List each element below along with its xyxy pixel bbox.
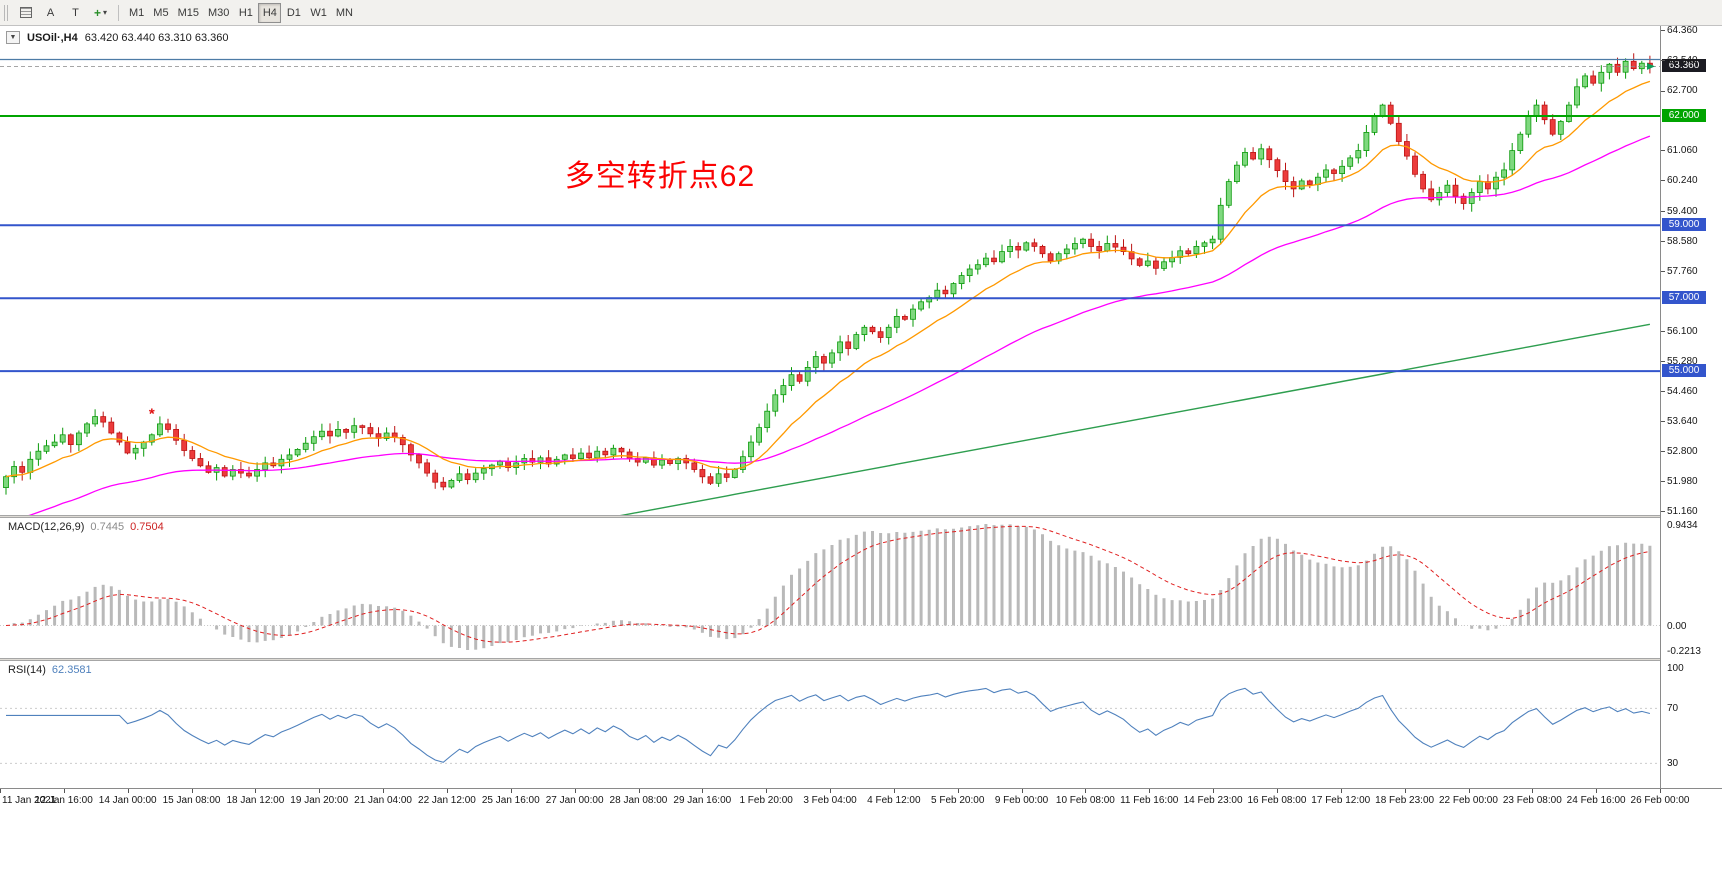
- tf-button-MN[interactable]: MN: [332, 3, 357, 23]
- time-axis-label: 29 Jan 16:00: [673, 795, 732, 806]
- chevron-down-icon: ▾: [103, 8, 108, 17]
- time-axis[interactable]: 11 Jan 2021 12 Jan 16:00 14 Jan 00:00 15 Ja…: [0, 788, 1722, 813]
- text-t-icon: T: [72, 6, 79, 19]
- price-axis-label: 56.100: [1667, 325, 1698, 337]
- tf-button-M30[interactable]: M30: [204, 3, 233, 23]
- price-axis-label: 58.580: [1667, 235, 1698, 247]
- price-axis-label: 64.360: [1667, 25, 1698, 36]
- tf-button-D1[interactable]: D1: [282, 3, 305, 23]
- time-axis-label: 10 Feb 08:00: [1055, 795, 1115, 806]
- price-axis-label: 51.160: [1667, 506, 1698, 517]
- macd-label: MACD(12,26,9) 0.7445 0.7504: [8, 521, 164, 533]
- time-axis-label: 15 Jan 08:00: [162, 795, 221, 806]
- time-axis-label: 23 Feb 08:00: [1502, 795, 1562, 806]
- tf-button-W1[interactable]: W1: [306, 3, 331, 23]
- price-axis-label: 57.760: [1667, 265, 1698, 277]
- chart-header: ▼ USOil·,H4 63.420 63.440 63.310 63.360: [6, 31, 228, 44]
- indicator-plus-icon: +: [93, 5, 101, 20]
- time-axis-label: 16 Feb 08:00: [1247, 795, 1307, 806]
- trade-marker: *: [148, 405, 155, 423]
- tf-button-H4[interactable]: H4: [258, 2, 282, 23]
- macd-signal-value: 0.7504: [130, 521, 164, 533]
- rsi-value: 62.3581: [51, 664, 92, 676]
- time-axis-label: 22 Feb 00:00: [1438, 795, 1498, 806]
- time-axis-label: 14 Jan 00:00: [98, 795, 157, 806]
- chart-text-annotation[interactable]: 多空转折点62: [564, 159, 756, 193]
- time-axis-label: 11 Feb 16:00: [1120, 795, 1179, 806]
- macd-canvas[interactable]: [0, 518, 1660, 658]
- price-axis[interactable]: 63.360 64.360 63.540 62.700 61.060 60.240 59.…: [1660, 25, 1722, 788]
- time-axis-label: 21 Jan 04:00: [354, 795, 412, 806]
- rsi-axis-label: 70: [1667, 703, 1679, 715]
- annotation-tool-button[interactable]: A: [39, 3, 62, 23]
- tf-button-M1[interactable]: M1: [125, 3, 148, 23]
- toolbar-grip[interactable]: [4, 4, 8, 21]
- macd-axis-label: 0.9434: [1667, 520, 1698, 531]
- toolbar-separator: [118, 4, 119, 21]
- macd-name: MACD(12,26,9): [8, 521, 85, 533]
- macd-main-value: 0.7445: [90, 521, 125, 533]
- time-axis-label: 24 Feb 16:00: [1566, 795, 1626, 806]
- time-axis-label: 14 Feb 23:00: [1183, 795, 1243, 806]
- price-level-badge: 57.000: [1662, 291, 1706, 305]
- price-level-badge: 62.000: [1662, 108, 1706, 122]
- panel-splitter[interactable]: [0, 515, 1722, 518]
- price-axis-label: 54.460: [1667, 385, 1698, 397]
- tf-button-H1[interactable]: H1: [234, 3, 257, 23]
- one-click-trading-arrow-icon[interactable]: ▼: [6, 31, 20, 44]
- time-axis-label: 18 Feb 23:00: [1375, 795, 1435, 806]
- price-axis-label: 62.700: [1667, 85, 1698, 97]
- ohlc-values: 63.420 63.440 63.310 63.360: [84, 31, 229, 44]
- chart-windows-icon: [19, 7, 32, 18]
- macd-axis-label: -0.2213: [1667, 646, 1701, 657]
- price-axis-label: 61.060: [1667, 145, 1698, 157]
- main-chart-canvas[interactable]: [0, 26, 1660, 515]
- time-axis-label: 25 Jan 16:00: [481, 795, 540, 806]
- price-axis-label: 52.800: [1667, 446, 1698, 458]
- rsi-label: RSI(14) 62.3581: [8, 664, 92, 676]
- panel-splitter[interactable]: [0, 658, 1722, 661]
- time-axis-label: 18 Jan 12:00: [226, 795, 285, 806]
- annotation-a-icon: A: [46, 6, 55, 19]
- time-axis-label: 9 Feb 00:00: [994, 795, 1049, 806]
- price-axis-label: 60.240: [1667, 175, 1698, 187]
- price-level-badge: 55.000: [1662, 364, 1706, 378]
- time-axis-label: 22 Jan 12:00: [418, 795, 476, 806]
- time-axis-label: 17 Feb 12:00: [1311, 795, 1371, 806]
- current-price-badge: 63.360: [1662, 59, 1706, 73]
- time-axis-label: 27 Jan 00:00: [545, 795, 604, 806]
- symbol-period-label: USOil·,H4: [27, 31, 78, 44]
- timeframe-toolbar: M1 M5 M15 M30 H1 H4 D1 W1 MN: [125, 2, 357, 23]
- price-axis-label: 63.540: [1667, 54, 1698, 66]
- time-axis-label: 5 Feb 20:00: [931, 795, 985, 806]
- template-tool-button[interactable]: T: [64, 3, 87, 23]
- time-axis-label: 1 Feb 20:00: [739, 795, 793, 806]
- time-axis-label: 26 Feb 00:00: [1630, 795, 1690, 806]
- indicators-button[interactable]: + ▾: [89, 3, 112, 23]
- rsi-name: RSI(14): [8, 664, 46, 676]
- tf-button-M5[interactable]: M5: [149, 3, 172, 23]
- price-axis-label: 55.280: [1667, 355, 1698, 367]
- price-level-badge: 59.000: [1662, 218, 1706, 232]
- rsi-axis-label: 100: [1667, 663, 1684, 674]
- toolbar: A T + ▾ M1 M5 M15 M30 H1 H4 D1 W1 MN: [0, 0, 1722, 26]
- price-axis-label: 53.640: [1667, 415, 1698, 427]
- rsi-axis-label: 30: [1667, 758, 1679, 770]
- chart-windows-button[interactable]: [14, 3, 37, 23]
- macd-axis-label: 0.00: [1667, 620, 1687, 632]
- tf-button-M15[interactable]: M15: [174, 3, 203, 23]
- price-axis-label: 59.400: [1667, 205, 1698, 217]
- time-axis-label: 4 Feb 12:00: [867, 795, 921, 806]
- time-axis-label: 12 Jan 16:00: [34, 795, 93, 806]
- time-axis-label: 11 Jan 2021: [2, 795, 57, 806]
- price-axis-label: 51.980: [1667, 476, 1698, 488]
- time-axis-label: 28 Jan 08:00: [609, 795, 668, 806]
- time-axis-label: 3 Feb 04:00: [803, 795, 857, 806]
- time-axis-label: 19 Jan 20:00: [290, 795, 349, 806]
- rsi-canvas[interactable]: [0, 661, 1660, 788]
